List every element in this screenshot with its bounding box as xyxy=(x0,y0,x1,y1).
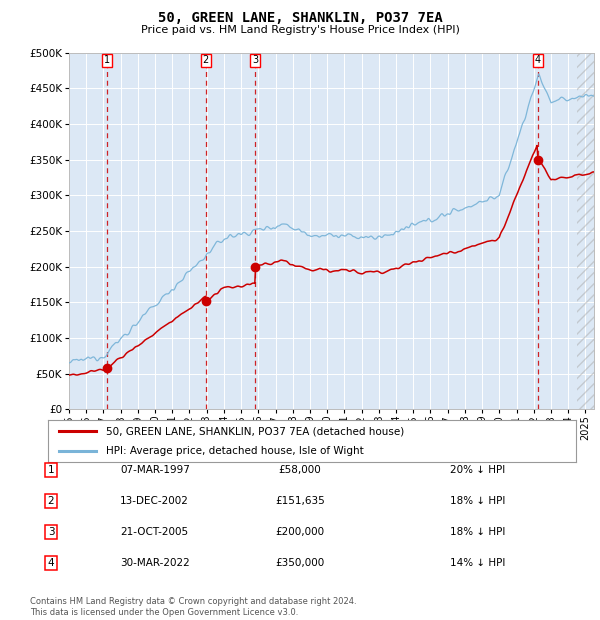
Text: £200,000: £200,000 xyxy=(275,527,325,537)
Text: 1: 1 xyxy=(103,55,110,66)
Text: 18% ↓ HPI: 18% ↓ HPI xyxy=(450,496,505,506)
Text: 2: 2 xyxy=(47,496,55,506)
Text: 13-DEC-2002: 13-DEC-2002 xyxy=(120,496,189,506)
Text: HPI: Average price, detached house, Isle of Wight: HPI: Average price, detached house, Isle… xyxy=(106,446,364,456)
Text: 1: 1 xyxy=(47,465,55,475)
Text: £350,000: £350,000 xyxy=(275,558,325,568)
Text: £58,000: £58,000 xyxy=(278,465,322,475)
Text: 3: 3 xyxy=(47,527,55,537)
Bar xyxy=(577,53,600,409)
Text: 30-MAR-2022: 30-MAR-2022 xyxy=(120,558,190,568)
Text: Contains HM Land Registry data © Crown copyright and database right 2024.
This d: Contains HM Land Registry data © Crown c… xyxy=(30,598,356,617)
Text: 18% ↓ HPI: 18% ↓ HPI xyxy=(450,527,505,537)
Text: 4: 4 xyxy=(47,558,55,568)
Text: 14% ↓ HPI: 14% ↓ HPI xyxy=(450,558,505,568)
Text: 3: 3 xyxy=(252,55,258,66)
Bar xyxy=(577,53,600,409)
Text: 4: 4 xyxy=(535,55,541,66)
Text: 21-OCT-2005: 21-OCT-2005 xyxy=(120,527,188,537)
Text: 2: 2 xyxy=(203,55,209,66)
Text: 20% ↓ HPI: 20% ↓ HPI xyxy=(450,465,505,475)
Text: £151,635: £151,635 xyxy=(275,496,325,506)
Text: 50, GREEN LANE, SHANKLIN, PO37 7EA: 50, GREEN LANE, SHANKLIN, PO37 7EA xyxy=(158,11,442,25)
Text: 50, GREEN LANE, SHANKLIN, PO37 7EA (detached house): 50, GREEN LANE, SHANKLIN, PO37 7EA (deta… xyxy=(106,426,404,436)
Text: 07-MAR-1997: 07-MAR-1997 xyxy=(120,465,190,475)
Text: Price paid vs. HM Land Registry's House Price Index (HPI): Price paid vs. HM Land Registry's House … xyxy=(140,25,460,35)
